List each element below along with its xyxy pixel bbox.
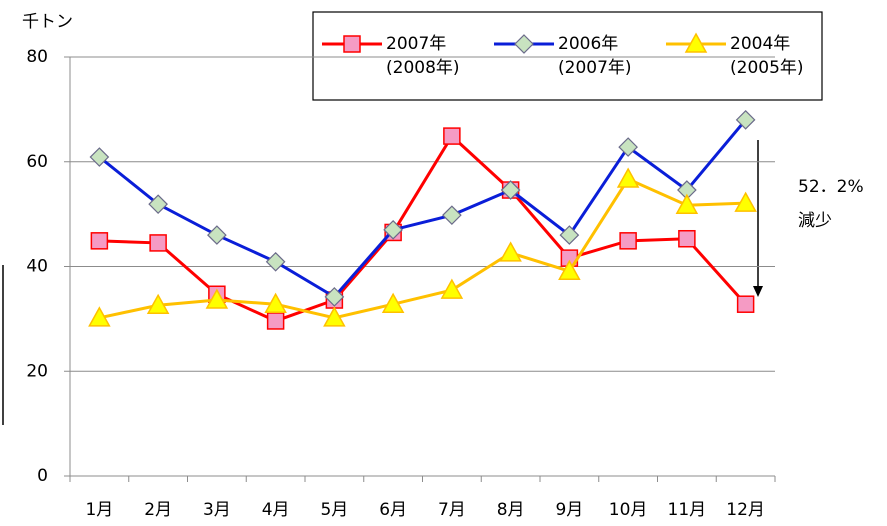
x-tick-label: 6月 [379, 500, 407, 520]
marker [499, 241, 522, 262]
annotation: 減少 [798, 211, 832, 231]
marker [383, 219, 403, 240]
marker [678, 229, 696, 248]
x-tick-label: 12月 [726, 500, 765, 520]
legend-label: 2004年 (2005年) [730, 34, 804, 78]
marker [323, 306, 346, 327]
series-line [98, 118, 747, 299]
marker [90, 232, 109, 250]
x-tick-label: 1月 [85, 500, 113, 520]
marker [207, 225, 227, 245]
legend-label: 2006年 (2007年) [558, 34, 632, 78]
x-tick-label: 2月 [144, 500, 172, 520]
x-tick-label: 11月 [668, 500, 707, 520]
marker [146, 293, 170, 315]
marker [265, 251, 286, 272]
marker [148, 194, 168, 215]
marker [500, 180, 521, 200]
marker [616, 167, 640, 188]
arrow-head [753, 286, 763, 297]
legend-label: 2007年 (2008年) [386, 34, 460, 78]
marker [514, 34, 534, 54]
marker [440, 278, 464, 299]
marker [205, 288, 229, 309]
marker [343, 35, 361, 53]
y-tick-label: 60 [26, 152, 48, 172]
marker [618, 137, 638, 157]
marker [264, 292, 287, 313]
x-tick-label: 3月 [203, 500, 231, 520]
y-axis-label: 千トン [22, 12, 73, 32]
marker [88, 306, 111, 327]
marker [675, 193, 699, 214]
x-tick-label: 10月 [609, 500, 648, 520]
annotation: 52．2% [798, 177, 864, 197]
y-tick-label: 0 [37, 466, 48, 486]
marker [558, 259, 581, 280]
marker [734, 191, 757, 212]
x-tick-label: 7月 [438, 500, 466, 520]
series-line [99, 177, 746, 320]
x-tick-label: 9月 [555, 500, 583, 520]
marker [619, 232, 637, 250]
series-line [99, 133, 747, 323]
marker [559, 225, 580, 245]
x-tick-label: 4月 [262, 500, 290, 520]
x-tick-label: 8月 [497, 500, 525, 520]
marker [735, 110, 756, 130]
marker [89, 147, 110, 167]
y-tick-label: 80 [26, 47, 48, 67]
marker [149, 234, 167, 252]
marker [684, 32, 708, 53]
y-tick-label: 20 [26, 361, 48, 381]
marker [381, 292, 405, 313]
marker [443, 127, 461, 145]
marker [736, 295, 755, 313]
marker [442, 205, 462, 226]
y-tick-label: 40 [26, 257, 48, 277]
legend-box [312, 11, 823, 101]
marker [266, 312, 285, 330]
marker [324, 287, 345, 307]
x-tick-label: 5月 [320, 500, 348, 520]
